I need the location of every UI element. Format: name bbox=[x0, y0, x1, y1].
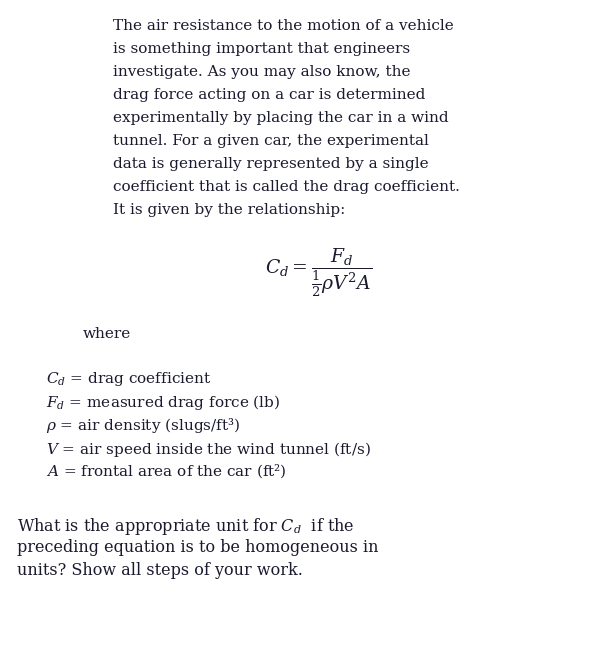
Text: coefficient that is called the drag coefficient.: coefficient that is called the drag coef… bbox=[113, 180, 460, 194]
Text: investigate. As you may also know, the: investigate. As you may also know, the bbox=[113, 65, 411, 79]
Text: $\rho$ = air density (slugs/ft³): $\rho$ = air density (slugs/ft³) bbox=[46, 416, 240, 436]
Text: $F_d$ = measured drag force (lb): $F_d$ = measured drag force (lb) bbox=[46, 393, 280, 412]
Text: is something important that engineers: is something important that engineers bbox=[113, 41, 411, 56]
Text: $V$ = air speed inside the wind tunnel (ft/s): $V$ = air speed inside the wind tunnel (… bbox=[46, 440, 371, 458]
Text: $C_d$ = drag coefficient: $C_d$ = drag coefficient bbox=[46, 370, 211, 388]
Text: tunnel. For a given car, the experimental: tunnel. For a given car, the experimenta… bbox=[113, 134, 429, 148]
Text: It is given by the relationship:: It is given by the relationship: bbox=[113, 203, 346, 217]
Text: drag force acting on a car is determined: drag force acting on a car is determined bbox=[113, 88, 426, 102]
Text: preceding equation is to be homogeneous in: preceding equation is to be homogeneous … bbox=[17, 539, 379, 556]
Text: where: where bbox=[83, 326, 131, 341]
Text: $C_d = \dfrac{F_d}{\frac{1}{2}\rho V^{2} A}$: $C_d = \dfrac{F_d}{\frac{1}{2}\rho V^{2}… bbox=[265, 246, 372, 299]
Text: units? Show all steps of your work.: units? Show all steps of your work. bbox=[17, 562, 303, 579]
Text: $A$ = frontal area of the car (ft²): $A$ = frontal area of the car (ft²) bbox=[46, 462, 287, 480]
Text: experimentally by placing the car in a wind: experimentally by placing the car in a w… bbox=[113, 111, 449, 125]
Text: What is the appropriate unit for $C_d$  if the: What is the appropriate unit for $C_d$ i… bbox=[17, 516, 354, 537]
Text: The air resistance to the motion of a vehicle: The air resistance to the motion of a ve… bbox=[113, 19, 454, 33]
Text: data is generally represented by a single: data is generally represented by a singl… bbox=[113, 157, 429, 171]
